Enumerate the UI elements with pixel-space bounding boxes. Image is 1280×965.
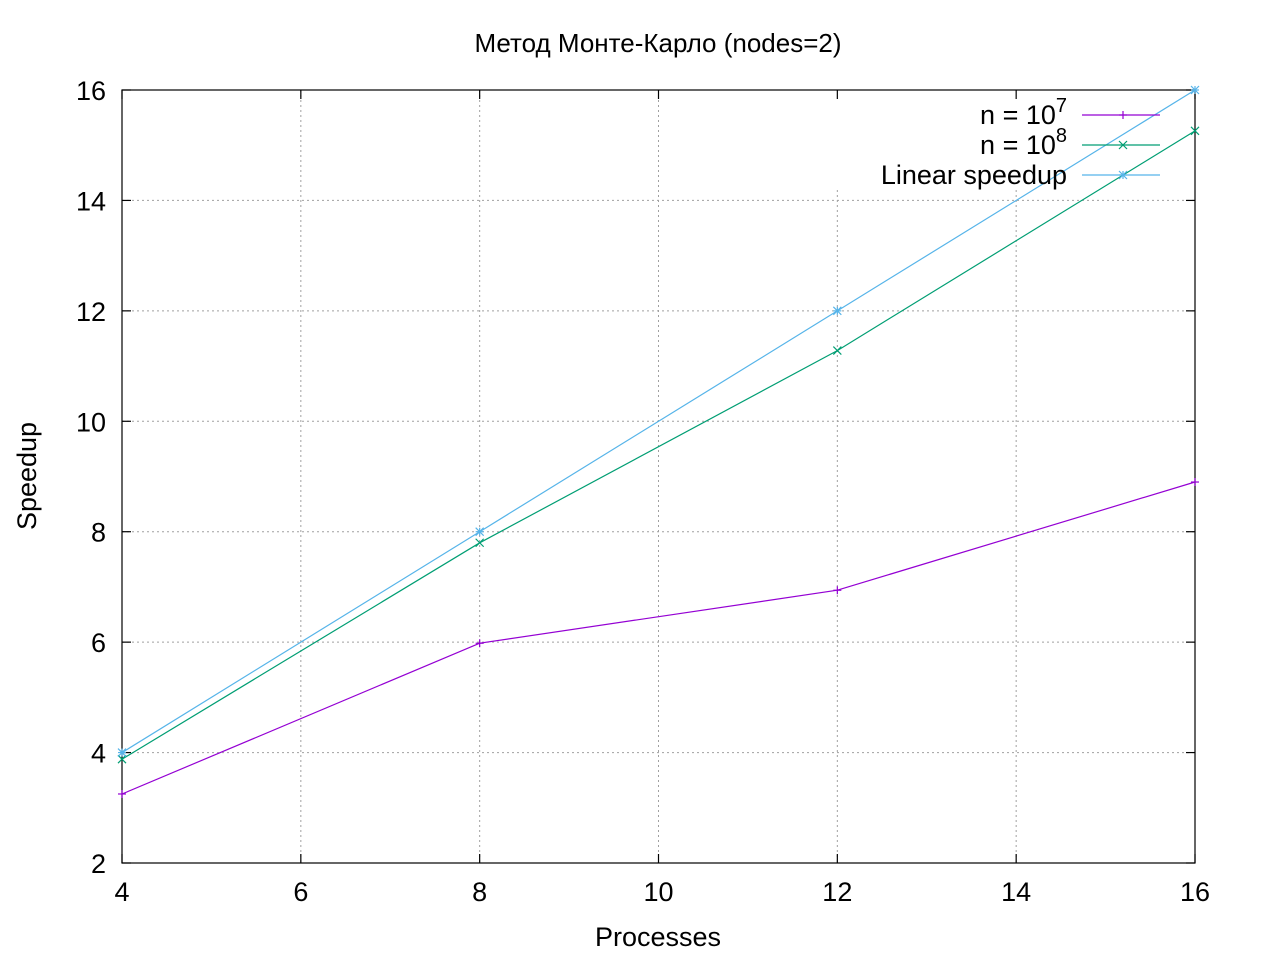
data-point [832,306,842,316]
legend-marker [1119,111,1127,119]
y-tick-label: 2 [91,849,106,879]
data-point [475,538,485,548]
data-point [833,586,842,595]
grid-layer [122,90,1195,863]
series-1 [118,478,1199,798]
legend-marker [1118,170,1128,180]
series-line [121,130,1196,760]
y-axis-label: Speedup [12,422,42,530]
legend-entry: Linear speedup [881,160,1160,190]
y-tick-label: 4 [91,739,106,769]
series-line [121,481,1196,795]
data-point [1190,126,1200,136]
y-tick-label: 8 [91,518,106,548]
data-point [1191,478,1199,487]
x-tick-label: 10 [643,877,673,907]
y-tick-label: 6 [91,628,106,658]
x-tick-label: 6 [293,877,308,907]
series-2 [117,126,1200,764]
x-tick-label: 8 [472,877,487,907]
series-3 [117,85,1200,757]
chart-title: Метод Монте-Карло (nodes=2) [474,28,841,58]
data-point [117,754,127,764]
legend-label: Linear speedup [881,160,1067,190]
y-tick-label: 16 [76,76,106,106]
data-point [475,639,484,648]
data-point [118,789,126,798]
data-point [117,748,127,757]
x-tick-label: 16 [1180,877,1210,907]
legend-label: n = 107 [980,95,1067,130]
x-tick-label: 14 [1001,877,1031,907]
x-tick-label: 12 [822,877,852,907]
y-tick-label: 14 [76,186,106,216]
y-tick-label: 10 [76,407,106,437]
x-axis-label: Processes [595,922,721,952]
x-tick-label: 4 [114,877,129,907]
legend-entry: n = 108 [980,125,1160,160]
series-line [121,89,1196,754]
y-tick-label: 12 [76,297,106,327]
legend-marker [1118,140,1128,150]
data-point [832,346,842,356]
legend-label: n = 108 [980,125,1067,160]
data-point [1190,85,1200,95]
series-layer [117,85,1200,798]
legend-entry: n = 107 [980,95,1160,130]
data-point [475,527,485,537]
